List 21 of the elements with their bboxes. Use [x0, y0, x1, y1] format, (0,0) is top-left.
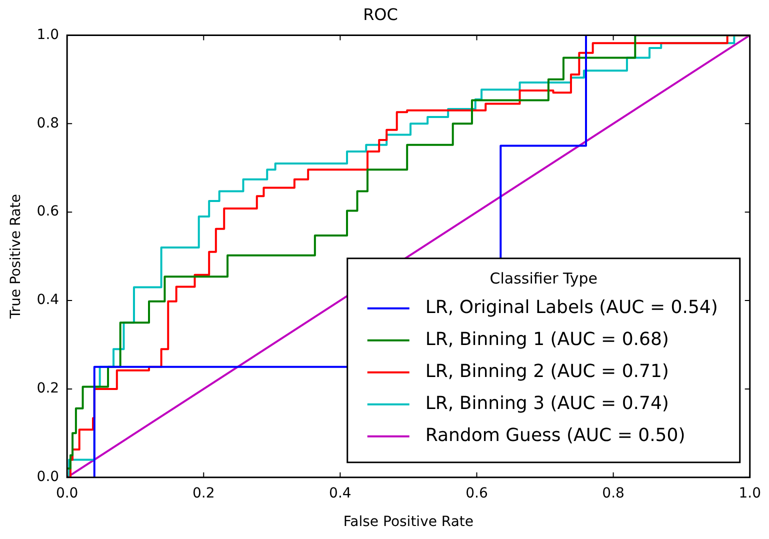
x-tick-label: 0.8: [602, 485, 624, 502]
legend-label: LR, Binning 1 (AUC = 0.68): [425, 329, 669, 350]
x-tick-label: 0.0: [56, 485, 78, 502]
y-axis-title: True Positive Rate: [8, 194, 24, 320]
y-tick-label: 1.0: [36, 26, 60, 43]
x-axis-title: False Positive Rate: [343, 514, 474, 530]
legend-label: Random Guess (AUC = 0.50): [425, 425, 686, 446]
y-tick-label: 0.2: [36, 380, 60, 397]
legend-label: LR, Binning 3 (AUC = 0.74): [425, 393, 669, 414]
x-tick-label: 0.2: [192, 485, 215, 502]
legend-label: LR, Original Labels (AUC = 0.54): [425, 297, 718, 318]
y-tick-label: 0.8: [36, 115, 60, 132]
chart-title: ROC: [363, 4, 398, 24]
y-tick-label: 0.6: [36, 204, 60, 220]
legend-label: LR, Binning 2 (AUC = 0.71): [425, 361, 669, 382]
x-tick-label: 0.6: [466, 485, 488, 502]
legend-title: Classifier Type: [490, 269, 598, 288]
y-tick-label: 0.4: [36, 292, 60, 308]
x-tick-label: 1.0: [738, 485, 761, 502]
y-tick-label: 0.0: [36, 469, 60, 486]
x-tick-label: 0.4: [329, 485, 352, 502]
